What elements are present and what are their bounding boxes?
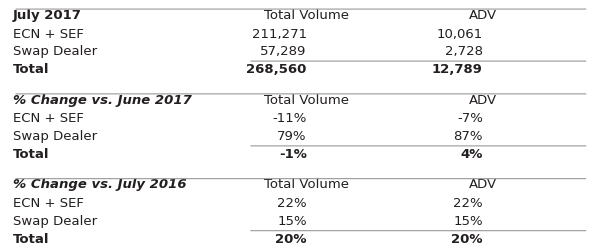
Text: ECN + SEF: ECN + SEF xyxy=(13,196,84,209)
Text: -1%: -1% xyxy=(279,148,307,160)
Text: -7%: -7% xyxy=(457,112,483,125)
Text: ADV: ADV xyxy=(469,9,497,22)
Text: Total Volume: Total Volume xyxy=(264,178,349,191)
Text: 22%: 22% xyxy=(453,196,483,209)
Text: 57,289: 57,289 xyxy=(260,45,307,58)
Text: 15%: 15% xyxy=(453,214,483,227)
Text: 20%: 20% xyxy=(451,232,483,245)
Text: 268,560: 268,560 xyxy=(247,63,307,76)
Text: 10,061: 10,061 xyxy=(437,28,483,40)
Text: 20%: 20% xyxy=(276,232,307,245)
Text: Swap Dealer: Swap Dealer xyxy=(13,130,97,143)
Text: ECN + SEF: ECN + SEF xyxy=(13,112,84,125)
Text: ADV: ADV xyxy=(469,178,497,191)
Text: % Change vs. July 2016: % Change vs. July 2016 xyxy=(13,178,187,191)
Text: ECN + SEF: ECN + SEF xyxy=(13,28,84,40)
Text: Total: Total xyxy=(13,148,50,160)
Text: 79%: 79% xyxy=(277,130,307,143)
Text: -11%: -11% xyxy=(273,112,307,125)
Text: 12,789: 12,789 xyxy=(432,63,483,76)
Text: Swap Dealer: Swap Dealer xyxy=(13,45,97,58)
Text: 15%: 15% xyxy=(277,214,307,227)
Text: 211,271: 211,271 xyxy=(251,28,307,40)
Text: July 2017: July 2017 xyxy=(13,9,82,22)
Text: ADV: ADV xyxy=(469,93,497,106)
Text: Total Volume: Total Volume xyxy=(264,9,349,22)
Text: 2,728: 2,728 xyxy=(445,45,483,58)
Text: Total: Total xyxy=(13,63,50,76)
Text: 22%: 22% xyxy=(277,196,307,209)
Text: 4%: 4% xyxy=(461,148,483,160)
Text: Total: Total xyxy=(13,232,50,245)
Text: Swap Dealer: Swap Dealer xyxy=(13,214,97,227)
Text: % Change vs. June 2017: % Change vs. June 2017 xyxy=(13,93,192,106)
Text: 87%: 87% xyxy=(453,130,483,143)
Text: Total Volume: Total Volume xyxy=(264,93,349,106)
